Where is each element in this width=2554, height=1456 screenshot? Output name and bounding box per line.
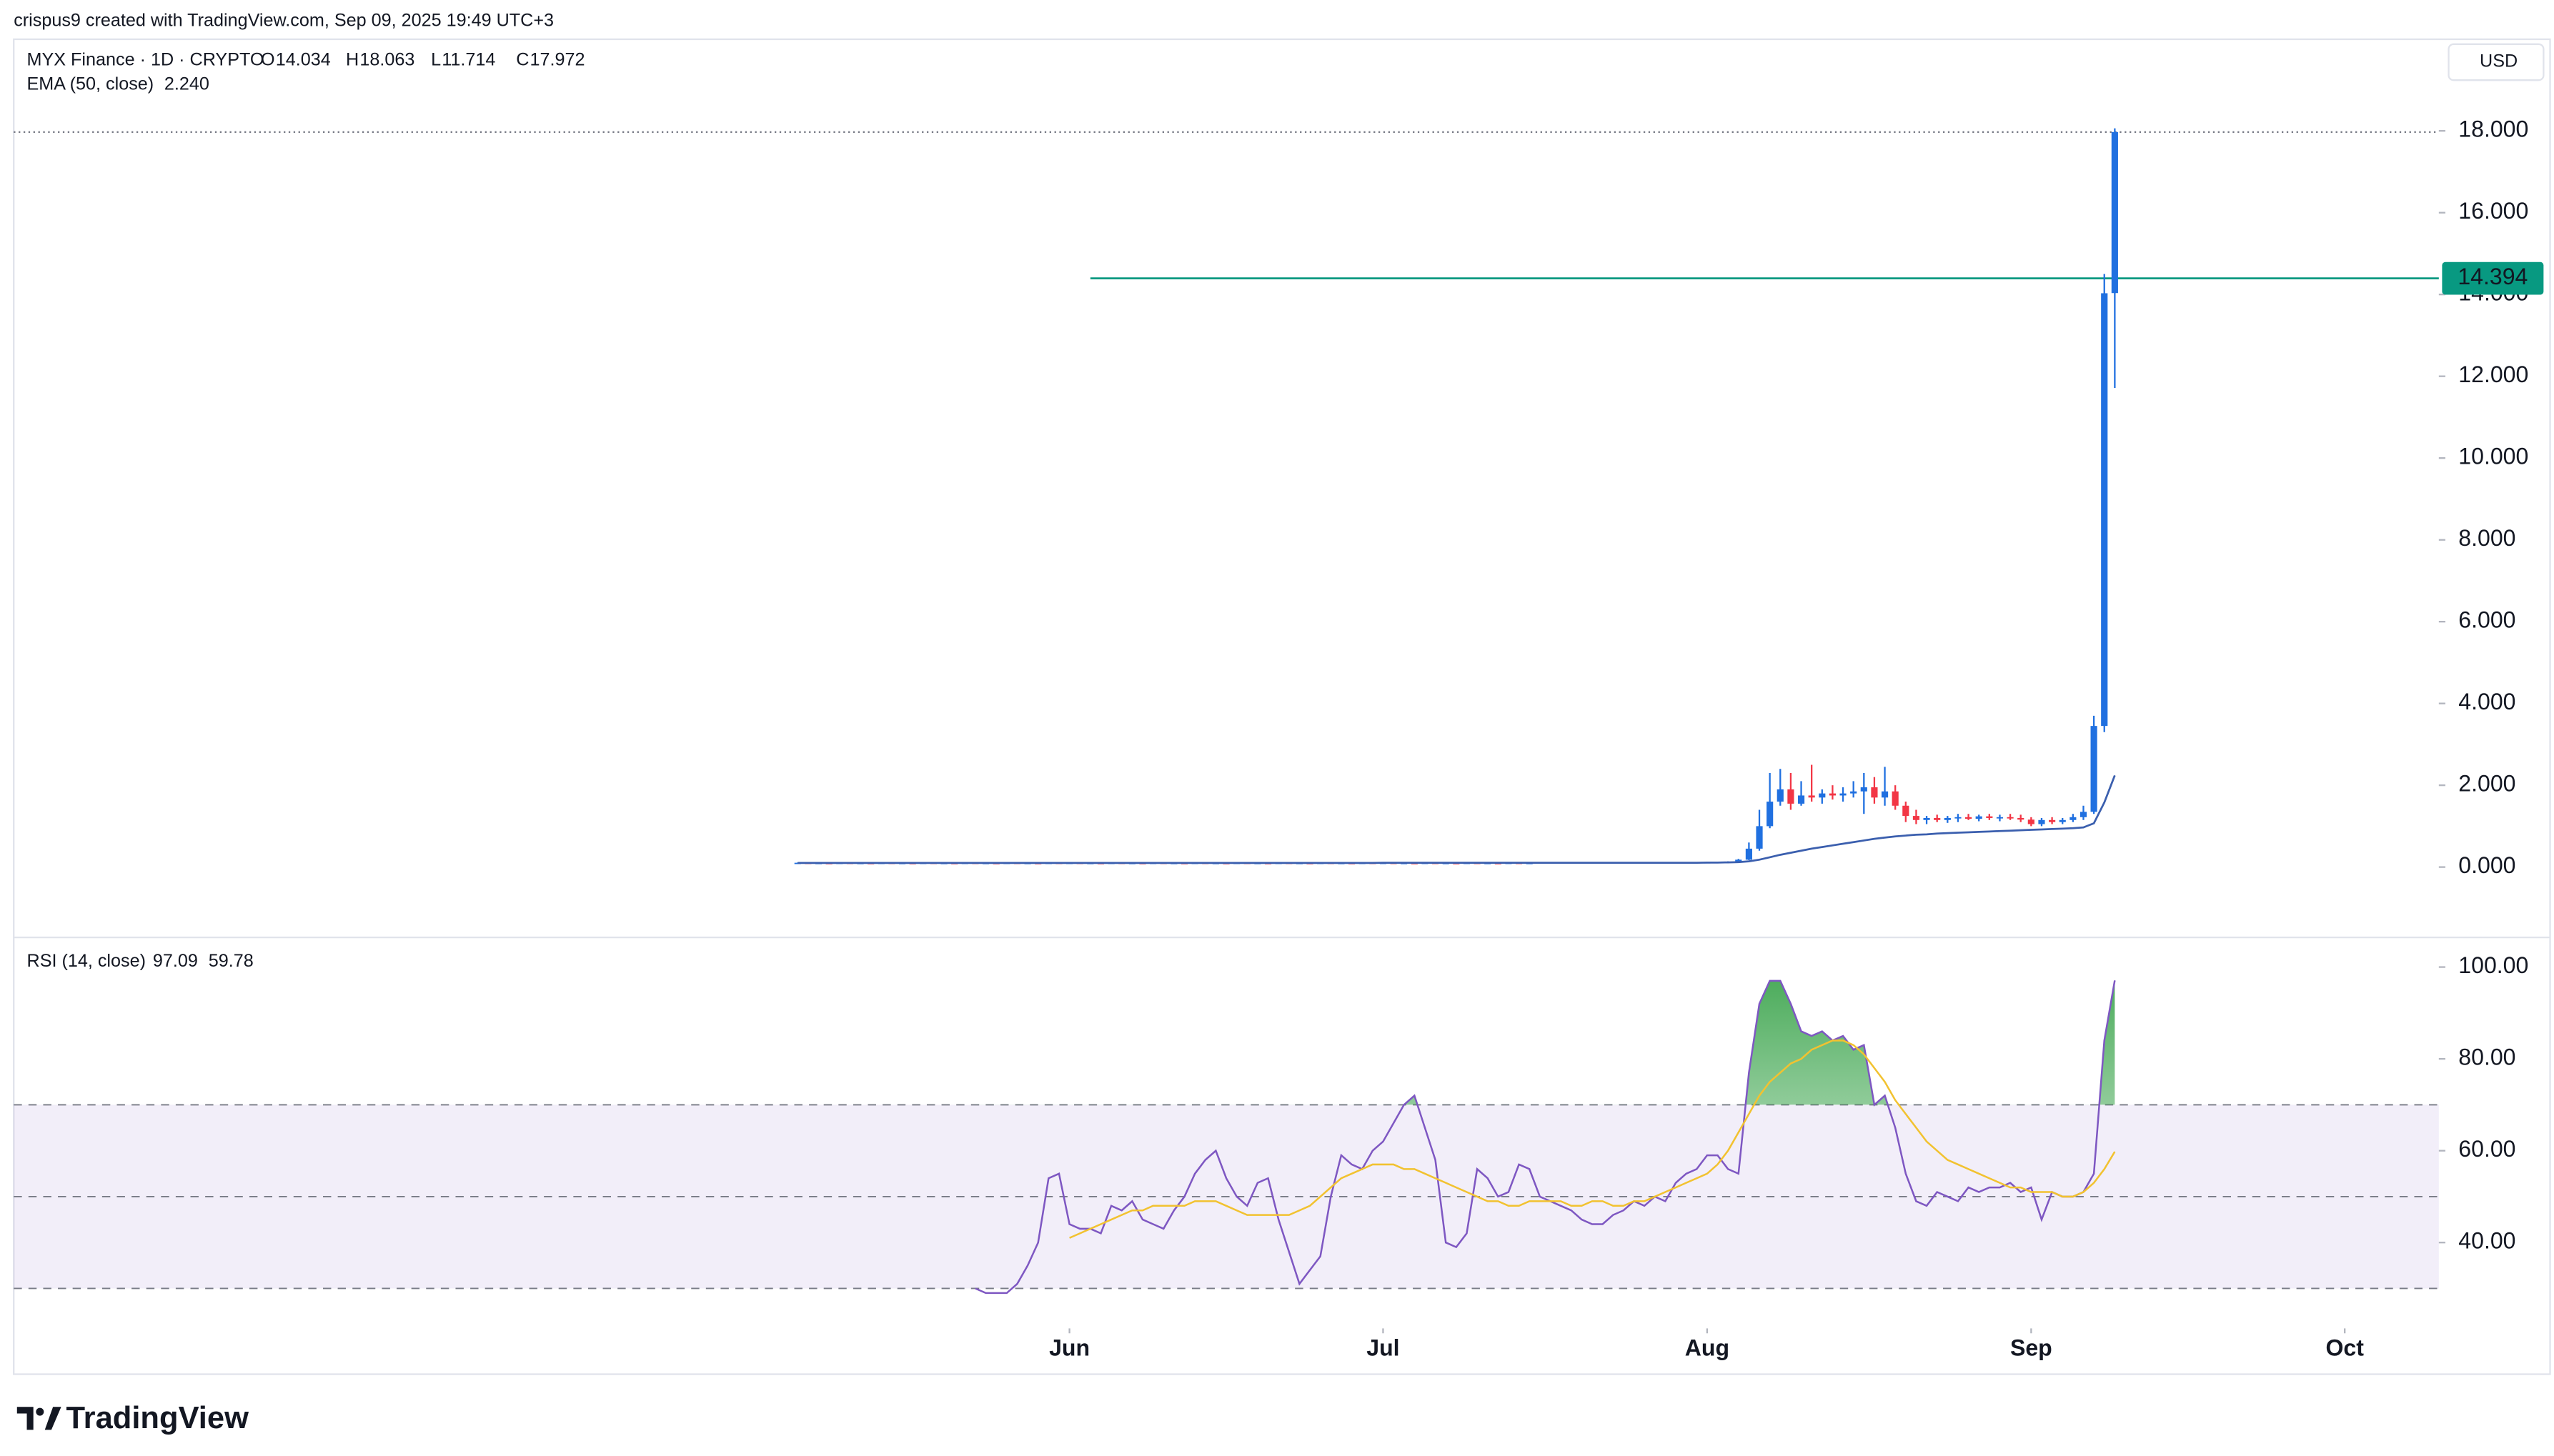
rsi-y-tick-label: 80.00 bbox=[2458, 1044, 2515, 1070]
legend-value: 18.063 bbox=[359, 49, 414, 69]
rsi-line bbox=[1069, 1039, 2116, 1239]
ema-line bbox=[797, 774, 2116, 864]
candle-body bbox=[1892, 791, 1899, 806]
symbol-title: MYX Finance · 1D · CRYPTO bbox=[27, 49, 264, 69]
candle-body bbox=[1871, 787, 1878, 798]
y-tick-label: 6.000 bbox=[2458, 607, 2515, 633]
candle-body bbox=[1902, 805, 1909, 817]
candle-body bbox=[1735, 859, 1742, 862]
frame bbox=[13, 38, 2551, 1375]
candle-body bbox=[1964, 817, 1972, 819]
candle-body bbox=[1975, 816, 1982, 819]
legend-key: O bbox=[261, 49, 275, 69]
y-tick-label: 12.000 bbox=[2458, 361, 2528, 387]
candle-body bbox=[2017, 817, 2024, 820]
candle-body bbox=[2101, 293, 2108, 727]
x-tick-label: Sep bbox=[2010, 1335, 2052, 1361]
legend-value: 17.972 bbox=[530, 49, 585, 69]
rsi-line bbox=[975, 979, 2116, 1295]
rsi-overbought-fill bbox=[1403, 980, 2115, 1105]
x-tick-label: Oct bbox=[2325, 1335, 2364, 1361]
candle-body bbox=[1860, 787, 1867, 792]
ema-legend-name: EMA (50, close) bbox=[27, 74, 154, 94]
candle-body bbox=[1881, 791, 1889, 798]
logo-text: TradingView bbox=[66, 1401, 249, 1435]
candle-body bbox=[1850, 791, 1857, 794]
rsi-y-tick-label: 100.00 bbox=[2458, 952, 2528, 978]
candle-body bbox=[1839, 793, 1847, 796]
candle-body bbox=[1745, 848, 1752, 860]
candle-body bbox=[2059, 819, 2066, 822]
y-tick-label: 8.000 bbox=[2458, 525, 2515, 551]
currency-box bbox=[2448, 43, 2545, 81]
y-tick-label: 16.000 bbox=[2458, 198, 2528, 224]
candle-body bbox=[1996, 817, 2004, 819]
x-tick-label: Jul bbox=[1366, 1335, 1399, 1361]
y-tick-label: 10.000 bbox=[2458, 444, 2528, 469]
rsi-legend-value: 97.09 bbox=[153, 951, 198, 971]
price-tag bbox=[2442, 261, 2544, 295]
legend-key: L bbox=[431, 49, 441, 69]
candle-body bbox=[1986, 816, 1993, 818]
candle-body bbox=[2007, 817, 2014, 819]
price-tag-label: 14.394 bbox=[2458, 264, 2528, 289]
logo: TradingView bbox=[16, 1401, 249, 1435]
candle-body bbox=[2080, 812, 2087, 817]
candle-body bbox=[1808, 795, 1815, 798]
candle-body bbox=[1767, 802, 1774, 827]
candle-body bbox=[1787, 789, 1794, 804]
candle-body bbox=[1954, 817, 1962, 819]
currency: USD bbox=[2480, 51, 2518, 71]
candle-body bbox=[1777, 789, 1784, 802]
candle-body bbox=[2027, 819, 2034, 824]
candle-body bbox=[2090, 726, 2097, 812]
candle-body bbox=[2111, 131, 2118, 294]
y-tick-label: 4.000 bbox=[2458, 689, 2515, 714]
y-tick-label: 0.000 bbox=[2458, 852, 2515, 878]
rsi-y-tick-label: 60.00 bbox=[2458, 1136, 2515, 1162]
rsi-y-tick-label: 40.00 bbox=[2458, 1228, 2515, 1254]
legend-key: H bbox=[346, 49, 359, 69]
candle-body bbox=[2049, 819, 2056, 822]
x-tick-label: Jun bbox=[1049, 1335, 1090, 1361]
candle-body bbox=[2069, 817, 2077, 820]
legend-value: 11.714 bbox=[442, 49, 495, 69]
candle-body bbox=[1756, 826, 1763, 849]
y-tick-label: 18.000 bbox=[2458, 116, 2528, 142]
legend-value: 14.034 bbox=[276, 49, 331, 69]
candle-body bbox=[1944, 817, 1951, 820]
credit: crispus9 created with TradingView.com, S… bbox=[14, 10, 554, 30]
candle-body bbox=[1923, 817, 1930, 820]
legend: O 14.034 H 18.063 L 11.714 C 17.972 bbox=[261, 49, 585, 69]
candle-body bbox=[1912, 816, 1920, 820]
ema-legend-value: 2.240 bbox=[164, 74, 209, 94]
candle-body bbox=[2038, 819, 2045, 824]
rsi-legend-title: RSI (14, close) bbox=[27, 951, 146, 971]
candle-body bbox=[1797, 795, 1805, 804]
candle-body bbox=[1829, 793, 1836, 796]
candle-body bbox=[1934, 817, 1941, 820]
y-tick-label: 2.000 bbox=[2458, 771, 2515, 797]
rsi-legend-value: 59.78 bbox=[209, 951, 254, 971]
candle-body bbox=[1819, 793, 1826, 798]
legend-key: C bbox=[516, 49, 529, 69]
x-tick-label: Aug bbox=[1685, 1335, 1729, 1361]
